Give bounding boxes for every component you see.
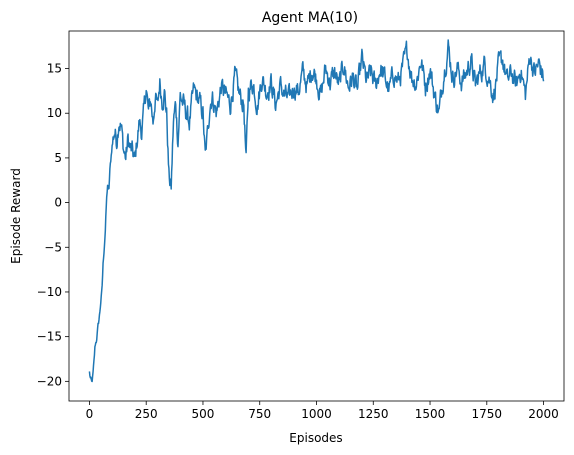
- chart-title: Agent MA(10): [262, 10, 358, 26]
- x-tick-label: 2000: [528, 407, 559, 421]
- y-axis: −20 −15 −10 −5 0 5 10 15: [37, 62, 69, 388]
- series-line-agent-ma10: [88, 39, 545, 383]
- plot-area: [69, 31, 564, 401]
- x-tick-label: 250: [135, 407, 158, 421]
- y-tick-label: −15: [37, 330, 62, 344]
- x-tick-label: 1500: [415, 407, 446, 421]
- x-tick-label: 0: [86, 407, 94, 421]
- y-tick-label: 10: [47, 106, 62, 120]
- plot-frame: [68, 30, 565, 402]
- y-axis-label: Episode Reward: [9, 168, 23, 264]
- y-tick-label: −20: [37, 374, 62, 388]
- x-axis-label: Episodes: [289, 431, 342, 445]
- x-tick-label: 1250: [358, 407, 389, 421]
- x-axis: 0 250 500 750 1000 1250 1500 1750 2000: [86, 401, 559, 421]
- x-tick-label: 1000: [301, 407, 332, 421]
- y-tick-label: 15: [47, 62, 62, 76]
- y-tick-label: 5: [54, 151, 62, 165]
- y-tick-label: 0: [54, 196, 62, 210]
- y-tick-label: −10: [37, 285, 62, 299]
- x-tick-label: 750: [248, 407, 271, 421]
- plot-background: [69, 31, 564, 401]
- x-tick-label: 1750: [472, 407, 503, 421]
- y-tick-label: −5: [44, 240, 62, 254]
- x-tick-label: 500: [192, 407, 215, 421]
